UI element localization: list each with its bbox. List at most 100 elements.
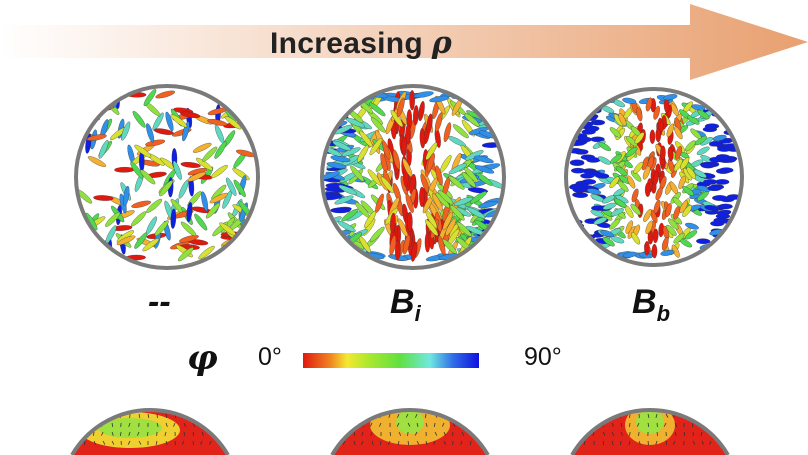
ellipse-particle (390, 109, 404, 128)
ellipse-particle (194, 213, 208, 231)
ellipse-particle (180, 162, 201, 168)
director-tick (219, 431, 223, 436)
ellipse-particle (476, 172, 493, 186)
ellipse-particle (87, 156, 106, 167)
director-tick (361, 440, 364, 445)
director-tick (647, 413, 650, 418)
director-tick (83, 440, 86, 446)
ellipse-particle (577, 106, 592, 112)
ellipse-particle (326, 162, 347, 169)
ellipse-particle (134, 144, 152, 158)
director-tick (138, 413, 141, 419)
director-tick (111, 422, 114, 428)
ellipse-particle (631, 232, 641, 245)
ellipse-particle (452, 124, 469, 139)
ellipse-particle (610, 236, 625, 244)
director-tick (443, 440, 446, 445)
ellipse-particle (696, 191, 709, 202)
ellipse-particle (152, 112, 164, 131)
director-tick (83, 422, 86, 428)
ellipse-particle (474, 165, 495, 174)
director-tick (629, 413, 631, 419)
ellipse-particle (419, 128, 426, 149)
ellipse-particle (123, 185, 130, 206)
director-tick (192, 422, 196, 427)
director-tick (146, 431, 149, 436)
director-tick (683, 431, 685, 437)
ellipse-particle (576, 109, 591, 115)
ellipse-particle (453, 197, 474, 206)
director-tick (414, 431, 418, 436)
director-tick (102, 440, 106, 445)
director-tick (479, 413, 483, 418)
ellipse-particle (573, 192, 589, 198)
ellipse-particle (435, 165, 443, 186)
ellipse-particle (355, 202, 370, 218)
director-tick (200, 440, 203, 445)
ellipse-particle (634, 132, 645, 145)
director-tick (602, 440, 605, 446)
ellipse-particle (448, 175, 465, 190)
ellipse-particle (334, 195, 354, 205)
ellipse-particle (380, 176, 394, 194)
director-tick (452, 422, 456, 427)
ellipse-particle (448, 163, 467, 175)
director-tick (718, 413, 721, 419)
director-tick (209, 422, 212, 427)
ellipse-particle (704, 205, 719, 211)
ellipse-particle (593, 217, 608, 225)
director-tick (611, 422, 614, 427)
ellipse-particle (450, 205, 465, 221)
director-tick (701, 413, 704, 418)
ellipse-particle (696, 146, 710, 156)
ellipse-particle (652, 171, 659, 186)
ellipse-particle (445, 217, 457, 236)
ellipse-particle (693, 169, 707, 178)
director-tick (407, 422, 411, 427)
container-rim (564, 87, 744, 267)
director-tick (415, 413, 418, 418)
ellipse-particle (644, 241, 650, 256)
ellipse-particle (442, 211, 453, 231)
director-tick (111, 440, 115, 445)
director-tick (127, 440, 131, 445)
ellipse-field (566, 89, 742, 265)
director-tick (370, 431, 373, 436)
ellipse-particle (426, 113, 433, 134)
ellipse-particle (214, 141, 227, 159)
ellipse-particle (466, 95, 487, 102)
ellipse-particle (571, 167, 586, 174)
ellipse-particle (146, 216, 157, 235)
ellipse-particle (485, 95, 504, 106)
ellipse-particle (674, 126, 683, 140)
ellipse-particle (568, 246, 583, 252)
ellipse-particle (77, 252, 95, 266)
ellipse-particle (186, 202, 193, 223)
director-tick (434, 431, 438, 436)
ellipse-particle (651, 243, 658, 259)
ellipse-particle (610, 208, 624, 217)
director-tick (407, 440, 410, 446)
ellipse-particle (476, 252, 497, 260)
increasing-rho-arrow (0, 4, 808, 80)
director-tick (441, 422, 445, 427)
director-tick (701, 440, 704, 445)
ellipse-particle (684, 140, 696, 152)
ellipse-particle (687, 115, 700, 125)
ellipse-particle (609, 218, 621, 230)
container-rim (570, 408, 730, 455)
ellipse-particle (401, 136, 407, 157)
ellipse-particle (615, 166, 628, 177)
director-tick (93, 431, 95, 437)
ellipse-particle (116, 235, 136, 246)
director-tick (73, 422, 77, 427)
ellipse-particle (434, 112, 443, 133)
director-tick (389, 431, 391, 437)
ellipse-particle (478, 201, 498, 209)
director-tick (433, 440, 436, 445)
director-tick (665, 440, 668, 446)
director-tick (638, 440, 641, 445)
ellipse-particle (369, 226, 385, 242)
ellipse-particle (675, 145, 683, 160)
